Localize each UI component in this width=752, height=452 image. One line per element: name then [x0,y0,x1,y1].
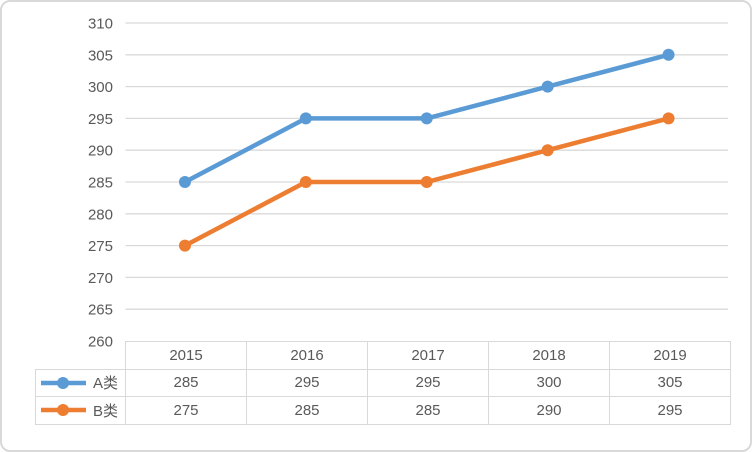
value-cell: 285 [125,368,247,397]
y-axis-tick-label: 275 [88,238,113,255]
y-axis-tick-label: 265 [88,302,113,319]
table-row: B类 275 285 285 290 295 [35,396,731,425]
y-axis-tick-label: 260 [88,334,113,351]
legend-cell: B类 [35,396,126,425]
table-row: A类 285 295 295 300 305 [35,368,731,397]
data-point-marker [662,48,675,61]
year-header-cell: 2018 [488,341,610,370]
value-cell: 295 [609,396,731,425]
value-cell: 285 [246,396,368,425]
value-cell: 300 [488,368,610,397]
y-axis-tick-label: 300 [88,79,113,96]
data-point-marker [541,144,554,157]
year-header-cell: 2016 [246,341,368,370]
legend-key-icon [41,404,86,417]
value-cell: 285 [367,396,489,425]
y-axis-tick-label: 280 [88,206,113,223]
y-axis-tick-label: 310 [88,16,113,33]
data-point-marker [299,112,312,125]
table-corner-blank [36,342,126,370]
series-name-label: A类 [93,375,119,393]
y-axis-tick-label: 285 [88,175,113,192]
chart-data-table: 2015 2016 2017 2018 2019 A类 285 295 295 300 305 B类 2… [35,341,731,425]
legend-key-icon [41,376,86,389]
table-header-row: 2015 2016 2017 2018 2019 [36,341,731,370]
value-cell: 295 [367,368,489,397]
data-point-marker [541,80,554,93]
data-point-marker [420,176,433,188]
value-cell: 290 [488,396,610,425]
year-header-cell: 2019 [609,341,731,370]
data-point-marker [420,112,433,125]
y-axis-tick-label: 295 [88,111,113,128]
y-axis-tick-label: 290 [88,143,113,160]
data-point-marker [662,112,675,125]
y-axis-tick-label: 305 [88,47,113,64]
data-point-marker [299,176,312,188]
year-header-cell: 2017 [367,341,489,370]
year-header-cell: 2015 [125,341,247,370]
value-cell: 275 [125,396,247,425]
y-axis-tick-label: 270 [88,270,113,287]
data-point-marker [178,176,191,188]
data-point-marker [178,239,191,252]
series-name-label: B类 [93,402,119,420]
value-cell: 295 [246,368,368,397]
value-cell: 305 [609,368,731,397]
legend-cell: A类 [35,368,126,397]
